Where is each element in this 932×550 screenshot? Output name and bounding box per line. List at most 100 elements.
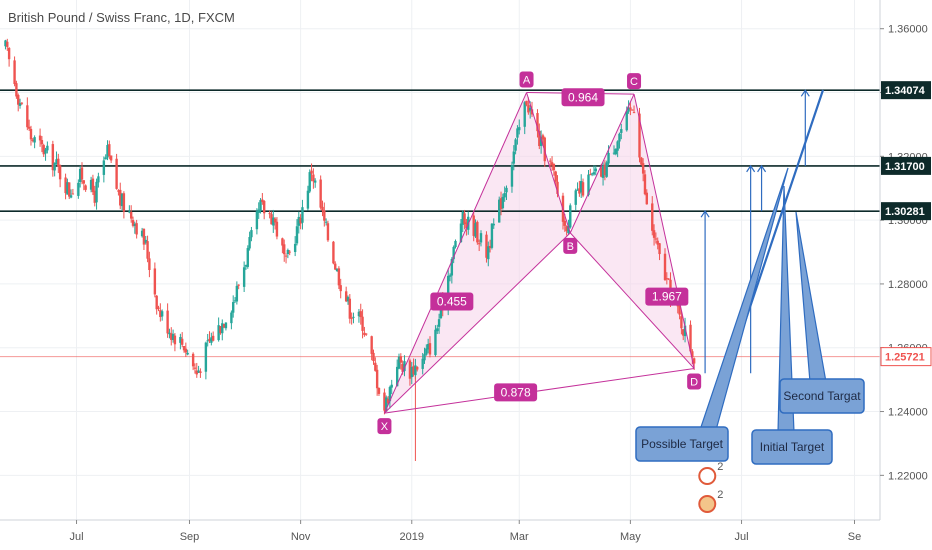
candle-body — [436, 328, 439, 332]
time-axis-bg — [0, 520, 932, 550]
candle-body — [428, 343, 432, 355]
candle-body — [459, 223, 463, 243]
candle-body — [563, 220, 567, 226]
candle-body — [477, 243, 481, 245]
candle-body — [426, 344, 430, 350]
candle-body — [658, 243, 661, 255]
candle-body — [401, 364, 404, 372]
candle-body — [603, 164, 607, 176]
candle-body — [656, 240, 659, 245]
candle-body — [262, 200, 266, 214]
candle-body — [359, 311, 362, 318]
candle-body — [272, 217, 275, 226]
candle-body — [191, 353, 195, 367]
candle-body — [618, 133, 621, 142]
candle-body — [217, 325, 220, 341]
candle-body — [31, 139, 34, 141]
candle-body — [397, 356, 401, 369]
ratio-label: 0.455 — [437, 294, 467, 308]
candle-body — [370, 336, 373, 354]
candle-body — [146, 241, 149, 259]
candle-body — [403, 361, 406, 372]
candle-body — [15, 83, 18, 97]
point-label-b: B — [567, 241, 574, 253]
candle-body — [4, 40, 7, 47]
candle-body — [463, 213, 466, 225]
candle-body — [454, 240, 457, 247]
candle-body — [501, 196, 505, 209]
candle-body — [242, 267, 246, 287]
candle-body — [135, 223, 138, 235]
candle-body — [410, 367, 413, 378]
candle-body — [20, 102, 24, 104]
point-badge — [687, 373, 702, 390]
candle-body — [57, 158, 60, 167]
candle-body — [171, 334, 175, 341]
candle-body — [620, 129, 623, 133]
candle-body — [53, 162, 56, 171]
candle-body — [184, 348, 188, 353]
candle-body — [421, 358, 424, 369]
candle-body — [678, 304, 681, 315]
x-tick-label: May — [620, 531, 641, 543]
candle-body — [84, 185, 87, 190]
candle-body — [255, 211, 259, 230]
callout-box — [635, 426, 729, 462]
target-arrow-head — [700, 210, 710, 218]
candle-body — [594, 168, 597, 172]
candle-body — [538, 131, 541, 147]
ratio-label: 1.967 — [652, 290, 682, 304]
candle-body — [233, 300, 237, 302]
price-tag — [881, 81, 931, 100]
event-markers: 22 — [698, 461, 723, 513]
candle-body — [414, 365, 417, 376]
candle-body — [115, 158, 118, 189]
candle-body — [95, 181, 98, 203]
candle-body — [388, 387, 392, 402]
candle-body — [385, 397, 388, 412]
x-tick-label: Se — [848, 531, 861, 543]
candle-body — [528, 107, 532, 111]
candle-body — [283, 244, 286, 255]
candle-body — [578, 188, 581, 194]
candle-body — [616, 141, 619, 151]
candle-body — [510, 165, 514, 187]
candle-body — [490, 223, 494, 248]
candle-body — [250, 230, 253, 238]
candle-body — [197, 370, 200, 373]
candle-body — [259, 200, 262, 211]
candle-body — [683, 325, 687, 337]
candle-body — [334, 263, 337, 270]
candle-body — [224, 322, 228, 329]
candle-body — [607, 152, 610, 164]
candle-body — [539, 136, 543, 146]
point-label-c: C — [630, 76, 638, 88]
candle-body — [157, 307, 160, 309]
candle-body — [155, 295, 158, 310]
candle-body — [306, 190, 310, 209]
candle-body — [434, 329, 437, 356]
candle-body — [104, 157, 107, 160]
candle-body — [516, 128, 519, 138]
candle-body — [179, 336, 182, 343]
candle-body — [346, 297, 350, 302]
candle-body — [514, 139, 517, 151]
candle-body — [503, 193, 506, 198]
candle-body — [301, 207, 304, 223]
candle-body — [310, 170, 313, 174]
callout-label: Initial Target — [760, 440, 825, 454]
point-badge — [377, 418, 392, 435]
candle-body — [69, 195, 73, 198]
calendar-event-icon[interactable] — [698, 467, 717, 485]
candle-body — [288, 251, 291, 253]
candle-body — [363, 332, 366, 335]
candle-body — [131, 220, 135, 226]
flag-event-icon[interactable] — [698, 495, 717, 513]
candle-body — [281, 238, 284, 246]
candle-body — [193, 367, 197, 369]
candle-body — [530, 109, 534, 115]
candle-body — [663, 253, 667, 280]
candle-body — [153, 268, 157, 295]
